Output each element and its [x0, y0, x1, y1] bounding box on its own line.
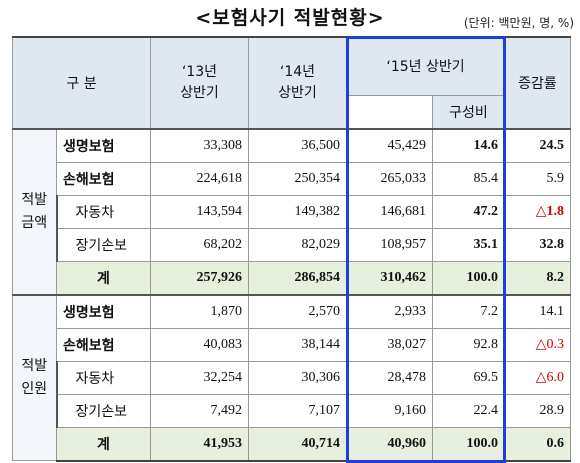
cell-share: 85.4 [432, 161, 505, 196]
row-label: 손해보험 [56, 327, 151, 362]
cell-2013: 143,594 [150, 194, 249, 229]
table-total-row: 계 257,926 286,854 310,462 100.0 8.2 [13, 260, 571, 295]
cell-2015: 2,933 [346, 293, 433, 329]
cell-2014: 250,354 [248, 161, 347, 196]
table-body: 적발 금액 생명보험 33,308 36,500 45,429 14.6 24.5 손해보험 2… [12, 127, 571, 462]
row-label-total: 계 [56, 426, 151, 462]
cell-share: 69.5 [432, 360, 505, 395]
header-2015-h1: ‘15년 상반기 [346, 36, 505, 96]
cell-share: 100.0 [432, 426, 505, 462]
header-change-rate: 증감률 [504, 36, 571, 129]
header-2015-amount-blank [346, 95, 433, 129]
row-label: 생명보험 [56, 293, 151, 329]
row-label: 생명보험 [56, 127, 151, 163]
cell-2013: 32,254 [150, 360, 249, 395]
header-share: 구성비 [432, 94, 505, 129]
section-label: 적발 인원 [12, 293, 57, 461]
cell-change: 8.2 [504, 260, 571, 295]
header-category: 구 분 [12, 36, 151, 129]
unit-note: (단위: 백만원, 명, %) [463, 16, 574, 30]
row-label: 손해보험 [56, 161, 151, 196]
cell-2015: 38,027 [346, 327, 433, 362]
cell-2014: 7,107 [248, 393, 347, 428]
table-total-row: 계 41,953 40,714 40,960 100.0 0.6 [13, 426, 571, 462]
cell-2015: 9,160 [346, 393, 433, 428]
header-2014-h1: ‘14년 상반기 [248, 36, 347, 129]
cell-2013: 257,926 [150, 260, 249, 295]
table-row: 적발 금액 생명보험 33,308 36,500 45,429 14.6 24.5 [12, 127, 571, 295]
cell-2013: 7,492 [150, 393, 249, 428]
page-title: <보험사기 적발현황> [195, 7, 385, 29]
row-label: 자동차 [55, 360, 151, 395]
cell-share: 7.2 [432, 293, 505, 329]
cell-2013: 1,870 [150, 293, 249, 329]
cell-2013: 40,083 [150, 327, 249, 362]
cell-share: 47.2 [432, 194, 505, 229]
cell-2014: 38,144 [248, 327, 347, 362]
cell-share: 22.4 [432, 393, 505, 428]
cell-2014: 30,306 [248, 360, 347, 395]
cell-change: 14.1 [504, 293, 571, 329]
cell-change: △6.0 [504, 360, 571, 395]
table-row: 자동차 32,254 30,306 28,478 69.5 △6.0 [13, 360, 571, 395]
row-label-total: 계 [56, 260, 151, 295]
row-label: 자동차 [55, 194, 151, 229]
cell-share: 14.6 [432, 127, 505, 163]
cell-2014: 149,382 [248, 194, 347, 229]
table-row: 손해보험 224,618 250,354 265,033 85.4 5.9 [13, 161, 571, 196]
cell-share: 100.0 [432, 260, 505, 295]
cell-2013: 224,618 [150, 161, 249, 196]
table-row: 적발 인원 생명보험 1,870 2,570 2,933 7.2 14.1 [12, 293, 571, 461]
fraud-stats-table: 구 분 ‘13년 상반기 ‘14년 상반기 ‘15년 상반기 증감률 구성비 적… [12, 36, 571, 462]
cell-share: 92.8 [432, 327, 505, 362]
header-2013-h1: ‘13년 상반기 [150, 36, 249, 129]
cell-2014: 82,029 [248, 227, 347, 262]
table-row: 장기손보 68,202 82,029 108,957 35.1 32.8 [13, 227, 571, 262]
cell-2015: 108,957 [346, 227, 433, 262]
table-row: 손해보험 40,083 38,144 38,027 92.8 △0.3 [13, 327, 571, 362]
cell-change: 0.6 [504, 426, 571, 462]
cell-2015: 28,478 [346, 360, 433, 395]
cell-2014: 2,570 [248, 293, 347, 329]
fraud-table-wrap: 구 분 ‘13년 상반기 ‘14년 상반기 ‘15년 상반기 증감률 구성비 적… [12, 36, 571, 463]
row-label: 장기손보 [55, 227, 151, 262]
cell-2013: 68,202 [150, 227, 249, 262]
cell-2015: 45,429 [346, 127, 433, 163]
cell-change: △1.8 [504, 194, 571, 229]
cell-change: 5.9 [504, 161, 571, 196]
cell-share: 35.1 [432, 227, 505, 262]
cell-change: △0.3 [504, 327, 571, 362]
cell-2015: 40,960 [346, 426, 433, 462]
cell-2015: 265,033 [346, 161, 433, 196]
cell-change: 24.5 [504, 127, 571, 163]
cell-2015: 146,681 [346, 194, 433, 229]
cell-2013: 33,308 [150, 127, 249, 163]
cell-2014: 286,854 [248, 260, 347, 295]
section-label: 적발 금액 [12, 127, 57, 295]
cell-2014: 36,500 [248, 127, 347, 163]
cell-change: 32.8 [504, 227, 571, 262]
cell-change: 28.9 [504, 393, 571, 428]
cell-2014: 40,714 [248, 426, 347, 462]
table-row: 자동차 143,594 149,382 146,681 47.2 △1.8 [13, 194, 571, 229]
cell-2015: 310,462 [346, 260, 433, 295]
row-label: 장기손보 [55, 393, 151, 428]
cell-2013: 41,953 [150, 426, 249, 462]
table-row: 장기손보 7,492 7,107 9,160 22.4 28.9 [13, 393, 571, 428]
